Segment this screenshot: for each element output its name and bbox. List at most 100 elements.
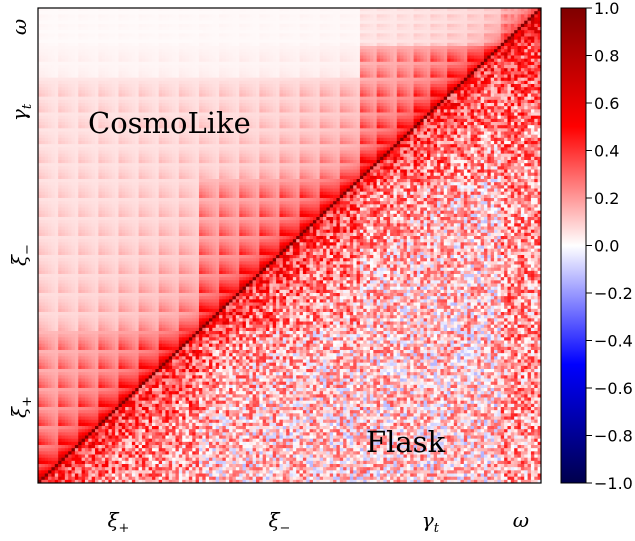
heatmap-cell <box>507 18 511 21</box>
heatmap-cell <box>92 78 96 81</box>
heatmap-cell <box>481 81 485 84</box>
heatmap-cell <box>303 37 307 40</box>
heatmap-cell <box>105 33 109 36</box>
heatmap-cell <box>105 62 109 65</box>
heatmap-cell <box>313 18 317 21</box>
heatmap-cell <box>139 90 143 93</box>
heatmap-cell <box>316 84 320 87</box>
heatmap-cell <box>115 30 119 33</box>
heatmap-cell <box>521 52 525 55</box>
heatmap-cell <box>269 46 273 49</box>
heatmap-cell <box>430 65 434 68</box>
heatmap-cell <box>259 97 263 100</box>
heatmap-cell <box>444 75 448 78</box>
heatmap-cell <box>279 37 283 40</box>
heatmap-cell <box>370 109 374 112</box>
heatmap-cell <box>306 49 310 52</box>
heatmap-cell <box>256 81 260 84</box>
heatmap-cell <box>397 75 401 78</box>
heatmap-cell <box>397 59 401 62</box>
heatmap-cell <box>383 37 387 40</box>
heatmap-cell <box>316 100 320 103</box>
heatmap-cell <box>48 59 52 62</box>
heatmap-cell <box>383 78 387 81</box>
heatmap-cell <box>343 103 347 106</box>
heatmap-cell <box>484 78 488 81</box>
heatmap-cell <box>256 43 260 46</box>
heatmap-cell <box>55 106 59 109</box>
heatmap-cell <box>122 78 126 81</box>
heatmap-cell <box>142 46 146 49</box>
heatmap-cell <box>524 27 528 30</box>
heatmap-cell <box>283 84 287 87</box>
heatmap-cell <box>155 81 159 84</box>
heatmap-cell <box>112 33 116 36</box>
heatmap-cell <box>142 68 146 71</box>
heatmap-cell <box>68 52 72 55</box>
heatmap-cell <box>206 21 210 24</box>
heatmap-cell <box>108 24 112 27</box>
heatmap-cell <box>367 75 371 78</box>
heatmap-cell <box>383 56 387 59</box>
heatmap-cell <box>102 94 106 97</box>
heatmap-cell <box>387 81 391 84</box>
heatmap-cell <box>179 90 183 93</box>
heatmap-cell <box>424 49 428 52</box>
heatmap-cell <box>524 37 528 40</box>
heatmap-cell <box>135 84 139 87</box>
heatmap-cell <box>256 100 260 103</box>
heatmap-cell <box>259 40 263 43</box>
heatmap-cell <box>521 84 525 87</box>
heatmap-cell <box>487 103 491 106</box>
heatmap-cell <box>377 14 381 17</box>
heatmap-cell <box>273 106 277 109</box>
heatmap-cell <box>186 59 190 62</box>
heatmap-cell <box>507 43 511 46</box>
heatmap-cell <box>226 56 230 59</box>
heatmap-cell <box>424 94 428 97</box>
heatmap-cell <box>316 94 320 97</box>
heatmap-cell <box>142 14 146 17</box>
heatmap-cell <box>293 49 297 52</box>
heatmap-cell <box>491 24 495 27</box>
heatmap-cell <box>300 27 304 30</box>
heatmap-cell <box>310 84 314 87</box>
heatmap-cell <box>410 78 414 81</box>
heatmap-cell <box>269 56 273 59</box>
heatmap-cell <box>192 81 196 84</box>
heatmap-cell <box>504 40 508 43</box>
heatmap-cell <box>296 65 300 68</box>
heatmap-cell <box>484 24 488 27</box>
heatmap-cell <box>286 59 290 62</box>
heatmap-cell <box>424 30 428 33</box>
heatmap-cell <box>290 103 294 106</box>
heatmap-cell <box>95 62 99 65</box>
heatmap-cell <box>159 43 163 46</box>
heatmap-cell <box>61 84 65 87</box>
heatmap-cell <box>487 81 491 84</box>
heatmap-cell <box>115 87 119 90</box>
heatmap-cell <box>437 30 441 33</box>
heatmap-cell <box>48 68 52 71</box>
heatmap-cell <box>226 84 230 87</box>
heatmap-cell <box>310 30 314 33</box>
heatmap-cell <box>232 100 236 103</box>
heatmap-cell <box>323 81 327 84</box>
heatmap-cell <box>306 18 310 21</box>
heatmap-cell <box>118 90 122 93</box>
heatmap-cell <box>417 68 421 71</box>
heatmap-cell <box>360 65 364 68</box>
heatmap-cell <box>457 59 461 62</box>
heatmap-cell <box>481 52 485 55</box>
heatmap-cell <box>373 68 377 71</box>
heatmap-cell <box>256 106 260 109</box>
heatmap-cell <box>474 56 478 59</box>
heatmap-cell <box>226 21 230 24</box>
heatmap-cell <box>440 59 444 62</box>
heatmap-cell <box>370 21 374 24</box>
heatmap-cell <box>263 59 267 62</box>
heatmap-cell <box>427 52 431 55</box>
heatmap-cell <box>461 81 465 84</box>
heatmap-cell <box>256 52 260 55</box>
heatmap-cell <box>152 52 156 55</box>
